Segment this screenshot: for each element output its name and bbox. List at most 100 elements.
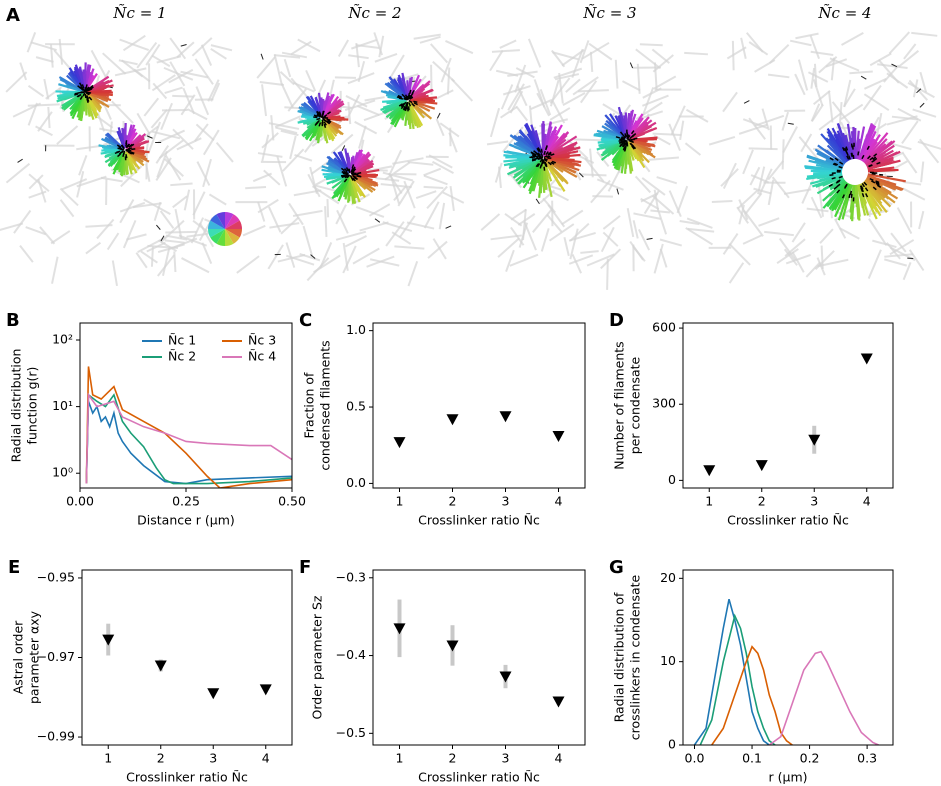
line [85,393,292,485]
aster-crosslinker [352,175,357,179]
aster-crosslinker [318,122,322,127]
filament [335,230,367,241]
filament [160,102,173,131]
filament [5,71,28,93]
filament [809,34,820,60]
filament [369,258,400,267]
filament [785,253,811,265]
panel-letter: F [299,557,311,578]
filament [305,69,317,92]
aster-crosslinker [627,134,631,140]
filament [448,132,458,153]
x-tick-label: 2 [449,494,457,509]
x-tick-label: 2 [449,751,457,766]
aster-crosslinker [397,94,402,98]
aster-filament [387,95,407,101]
x-tick-label: 4 [863,494,871,509]
filament [500,106,518,119]
filament [201,242,213,265]
color-wheel [225,229,240,244]
crosslinker [743,100,750,104]
aster-crosslinker [626,135,629,140]
filament [30,41,57,52]
y-tick-label: 0.0 [346,475,366,490]
aster-crosslinker [315,121,320,125]
filament [269,222,300,229]
x-tick-label: 1 [396,751,404,766]
filament [119,201,146,213]
aster-filament [86,89,112,94]
filament [164,158,184,177]
filament [100,176,123,183]
aster-filament [349,158,355,174]
filament [132,202,162,209]
crosslinker [260,53,264,60]
aster-crosslinker [125,148,130,151]
filament [840,103,864,121]
aster-crosslinker [844,183,848,188]
aster-filament [864,178,880,190]
aster-filament [409,88,434,101]
filament [446,67,451,95]
filament [302,225,314,257]
aster-crosslinker [624,133,627,138]
aster-crosslinker [543,157,548,161]
aster-crosslinker [872,156,877,160]
filament [781,139,785,170]
aster-crosslinker [130,143,135,148]
x-tick-label: 1 [705,494,713,509]
aster-crosslinker [622,140,627,144]
aster-filament [867,168,887,172]
filament [190,217,205,244]
filament [119,38,150,52]
panel: F 1 2 3 4 −0.3 −0.4 −0.5 Crosslinker ratio Ñc Ord… [299,557,586,785]
aster-crosslinker [620,137,625,140]
aster-filament [861,141,878,163]
aster-crosslinker [122,150,126,155]
aster-crosslinker [833,162,839,166]
filament [767,160,784,181]
aster-filament [861,182,883,212]
filament [676,185,689,214]
panel-title: Ñc = 3 [582,4,636,22]
color-wheel [210,214,225,229]
aster-crosslinker [125,142,128,147]
aster-crosslinker [873,153,878,157]
filament [27,103,60,107]
aster-filament [505,155,542,160]
filament [841,32,864,46]
filament [276,156,288,187]
aster-filament [331,175,350,189]
panel-letter: D [609,310,624,331]
filament [156,151,168,178]
filament [565,78,581,93]
filament [434,89,454,101]
filament [208,193,227,206]
aster-crosslinker [318,111,322,116]
filament [283,58,292,78]
aster-crosslinker [318,113,322,118]
aster-crosslinker [622,146,626,151]
filament [912,79,919,98]
filament [568,231,596,242]
filament [490,234,522,241]
aster-crosslinker [615,136,621,139]
filament [143,97,160,117]
filament [830,57,836,81]
panel: B 0.00 0.25 0.50 10⁰ 10¹ 10² Distance r (μm) Rad… [6,310,306,528]
x-tick-label: 0.1 [742,751,762,766]
filament [50,230,71,245]
y-axis-label: Astral order [11,620,26,694]
aster-crosslinker [864,187,869,192]
filament [151,74,176,92]
filament [884,253,914,258]
filament [686,217,713,229]
filament [548,223,575,242]
filament [656,176,678,185]
filament [497,237,520,258]
filament [281,51,308,59]
filament [540,228,550,252]
aster-crosslinker [74,92,79,95]
filament [155,144,170,164]
y-axis-label: function g(r) [25,367,40,445]
